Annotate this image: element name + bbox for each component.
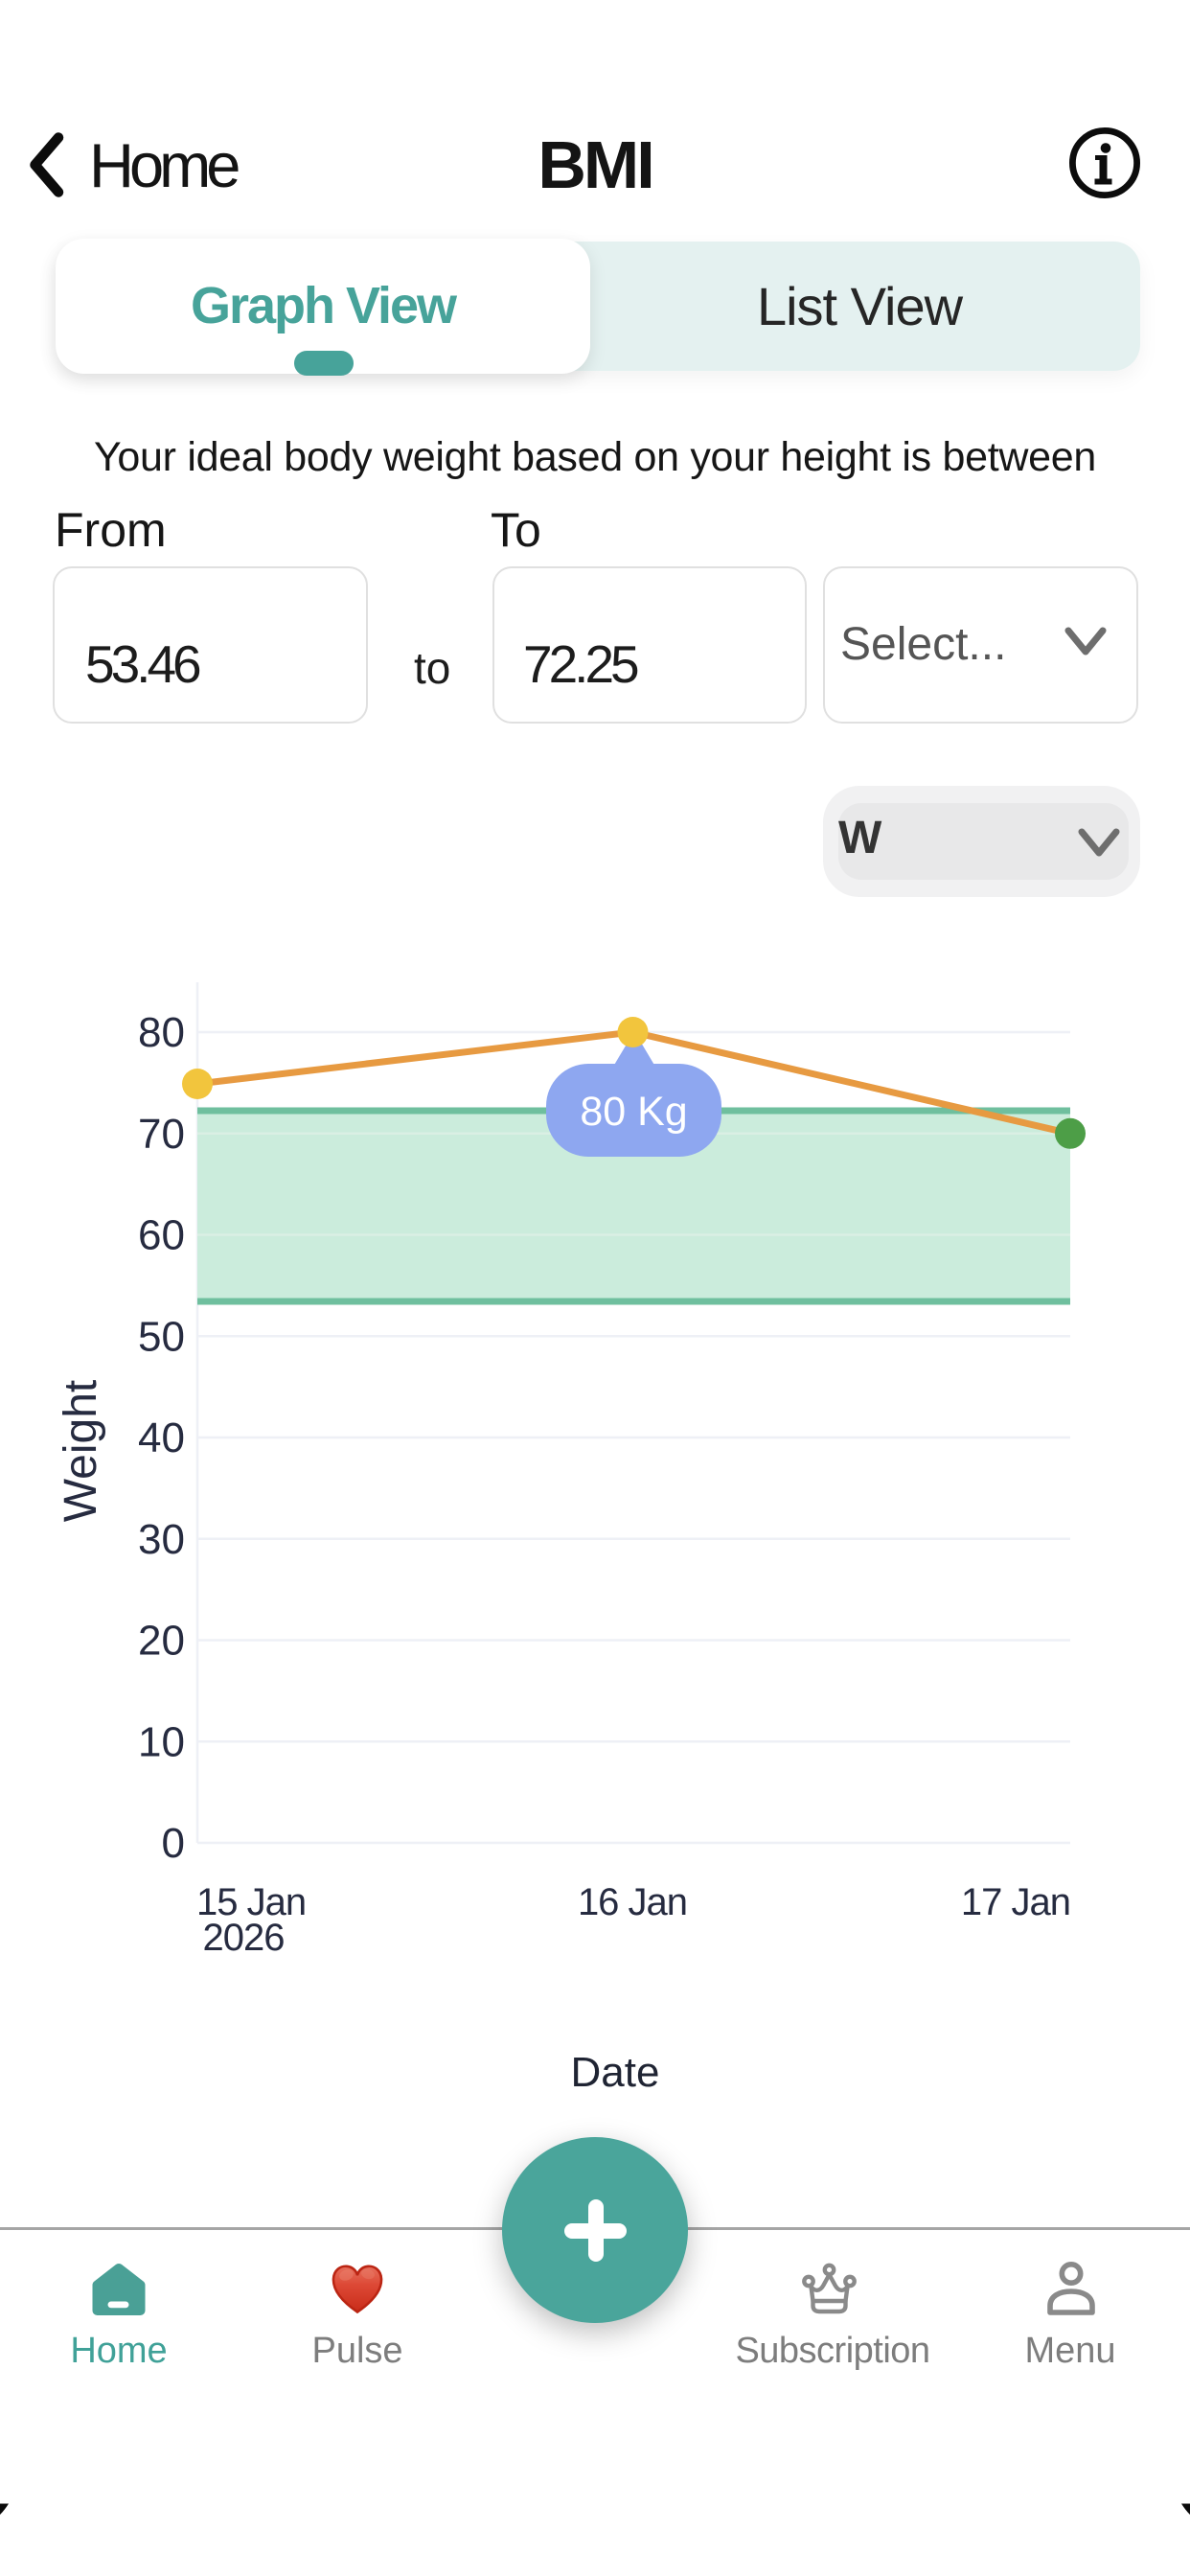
svg-text:30: 30 [138,1516,185,1563]
svg-text:15 Jan: 15 Jan [196,1881,306,1923]
svg-text:80: 80 [138,1009,185,1056]
svg-text:40: 40 [138,1414,185,1461]
svg-text:10: 10 [138,1718,185,1765]
svg-text:16 Jan: 16 Jan [578,1881,687,1923]
svg-text:17 Jan: 17 Jan [961,1881,1070,1923]
svg-text:20: 20 [138,1618,185,1665]
svg-text:0: 0 [162,1820,185,1867]
svg-text:50: 50 [138,1313,185,1360]
svg-text:80 Kg: 80 Kg [580,1089,687,1135]
svg-text:2026: 2026 [203,1917,285,1959]
svg-text:70: 70 [138,1111,185,1158]
svg-text:60: 60 [138,1212,185,1259]
svg-text:Weight: Weight [56,1380,106,1523]
